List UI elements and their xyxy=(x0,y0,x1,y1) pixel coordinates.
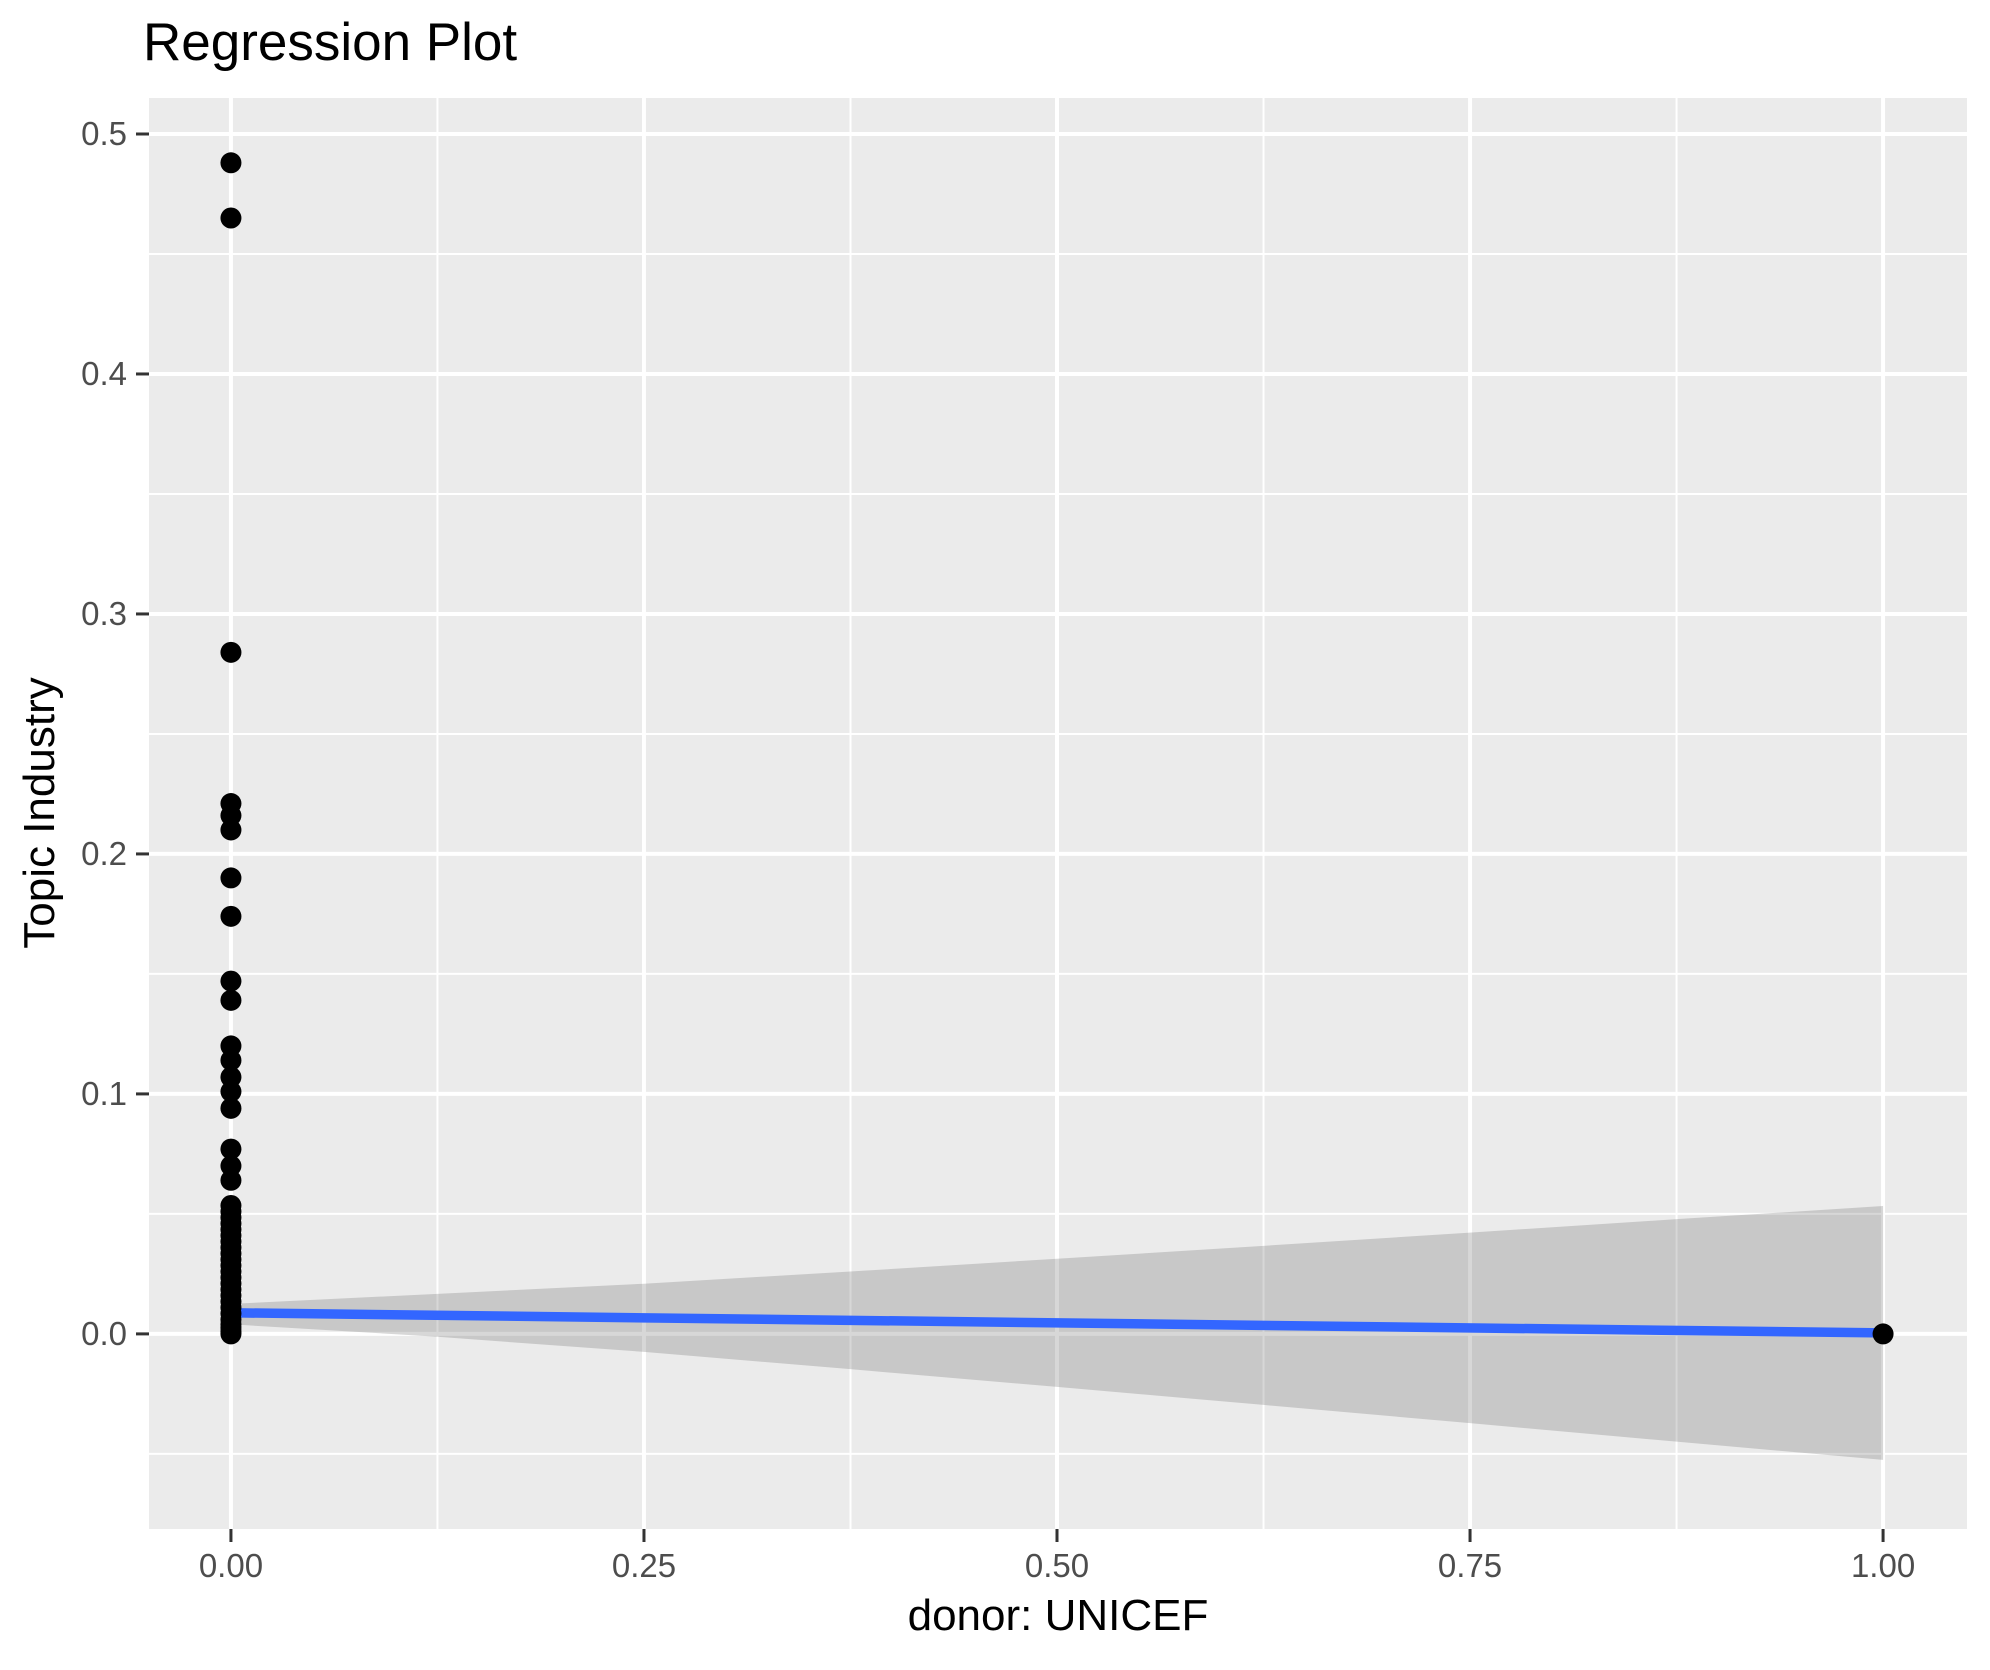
x-tick-label: 0.75 xyxy=(1438,1547,1502,1584)
data-point xyxy=(220,1066,242,1088)
data-point xyxy=(220,1049,242,1071)
x-axis-title: donor: UNICEF xyxy=(908,1591,1209,1640)
data-point xyxy=(220,1323,242,1345)
data-point xyxy=(220,1035,242,1057)
data-point xyxy=(220,970,242,992)
y-tick-label: 0.2 xyxy=(81,835,127,872)
data-point xyxy=(220,819,242,841)
chart-title: Regression Plot xyxy=(143,13,517,72)
scatter-points xyxy=(220,152,1894,1345)
data-point xyxy=(220,1081,242,1103)
data-point xyxy=(220,1138,242,1160)
x-tick-label: 1.00 xyxy=(1851,1547,1915,1584)
y-tick-label: 0.3 xyxy=(81,595,127,632)
y-tick-label: 0.5 xyxy=(81,115,127,152)
x-tick-label: 0.25 xyxy=(612,1547,676,1584)
confidence-band xyxy=(230,1205,1884,1460)
x-tick-label: 0.50 xyxy=(1025,1547,1089,1584)
data-point xyxy=(1872,1323,1894,1345)
y-axis-title: Topic Industry xyxy=(15,677,64,948)
y-tick-label: 0.0 xyxy=(81,1315,127,1352)
data-point xyxy=(220,207,242,229)
data-point xyxy=(220,989,242,1011)
data-point xyxy=(220,641,242,663)
data-point xyxy=(220,1097,242,1119)
y-tick-label: 0.4 xyxy=(81,355,127,392)
axis-tick-labels: 0.00 0.25 0.50 0.75 1.00 0.0 0.1 0.2 0.3 0.4 0.5 xyxy=(81,115,1915,1584)
data-point xyxy=(220,1169,242,1191)
data-point xyxy=(220,867,242,889)
y-tick-label: 0.1 xyxy=(81,1075,127,1112)
data-point xyxy=(220,152,242,174)
axis-ticks xyxy=(136,132,1885,1542)
data-point xyxy=(220,1155,242,1177)
ci-band-area xyxy=(230,1205,1884,1460)
data-point xyxy=(220,805,242,827)
regression-line-segment xyxy=(230,1308,1884,1338)
regression-line xyxy=(230,1308,1884,1338)
data-point xyxy=(220,905,242,927)
x-tick-label: 0.00 xyxy=(199,1547,263,1584)
